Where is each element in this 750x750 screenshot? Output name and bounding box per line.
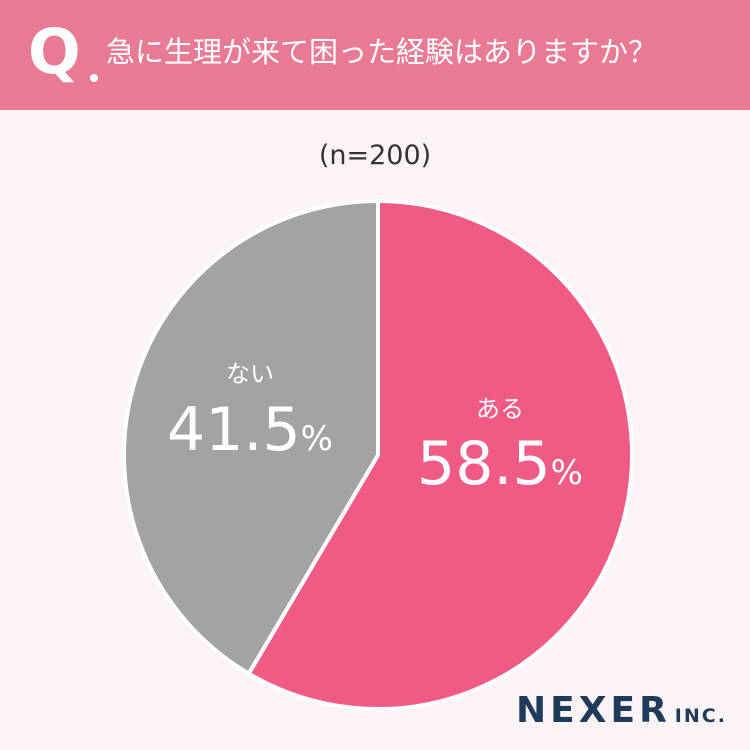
slice-label: ない	[226, 360, 274, 388]
slice-label: ある	[476, 395, 524, 423]
sample-size: (n=200)	[318, 140, 432, 171]
nexer-logo: NEXER INC.	[516, 690, 727, 731]
logo-main: NEXER	[516, 690, 671, 731]
q-mark: Q	[28, 15, 81, 88]
pie-slice-aru	[246, 199, 634, 711]
slice-value: 58.5%	[417, 429, 583, 499]
q-dot	[90, 74, 98, 82]
question-text: 急に生理が来て困った経験はありますか？	[106, 35, 658, 69]
logo-sub: INC.	[674, 705, 727, 727]
slice-value: 41.5%	[167, 395, 333, 465]
pie-slice-nai	[122, 199, 380, 676]
question-header: Q 急に生理が来て困った経験はありますか？	[0, 0, 750, 110]
